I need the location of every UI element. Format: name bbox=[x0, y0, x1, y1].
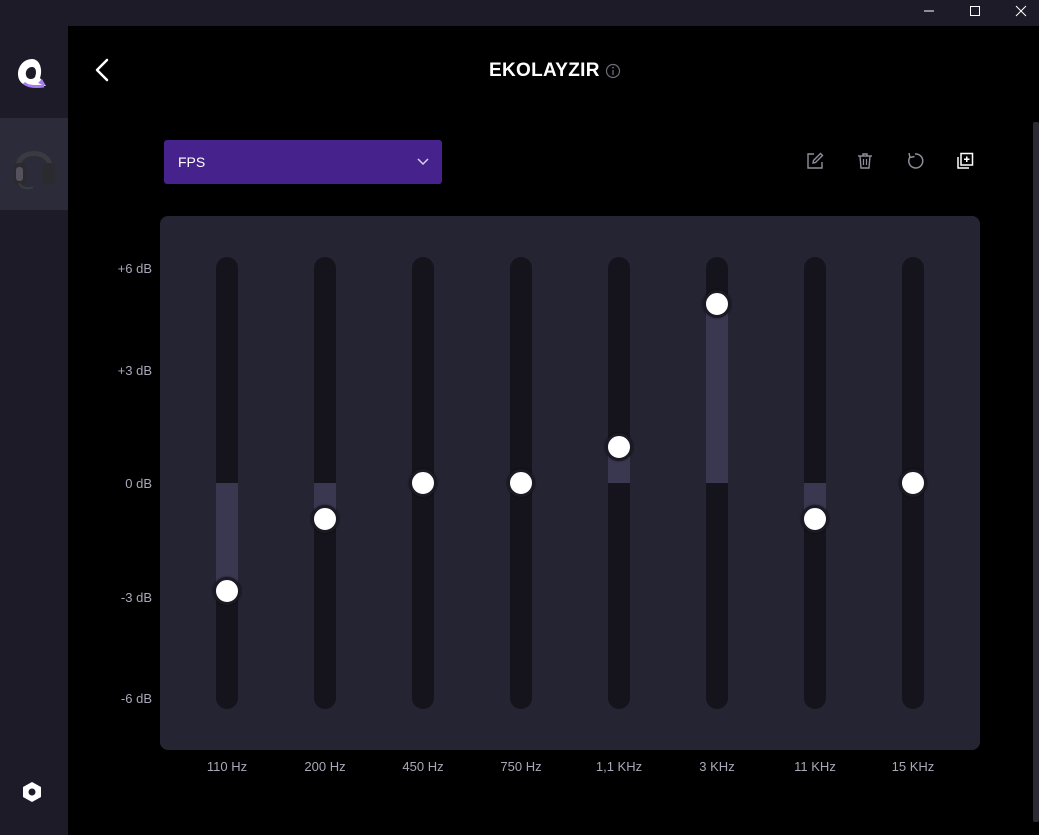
eq-slider-knob[interactable] bbox=[801, 504, 829, 533]
db-label-minus6: -6 dB bbox=[120, 691, 152, 706]
eq-slider-knob[interactable] bbox=[703, 289, 731, 318]
sidebar-device-headset[interactable] bbox=[0, 118, 68, 210]
chevron-down-icon bbox=[417, 158, 429, 166]
hexagon-settings-icon bbox=[23, 782, 41, 802]
eq-slider-knob[interactable] bbox=[409, 469, 437, 497]
db-label-minus3: -3 dB bbox=[120, 590, 152, 605]
minimize-icon bbox=[924, 10, 934, 12]
close-icon bbox=[1015, 5, 1027, 17]
back-button[interactable] bbox=[90, 56, 116, 84]
db-label-plus6: +6 dB bbox=[117, 261, 152, 276]
eq-frequency-label: 750 Hz bbox=[500, 759, 542, 774]
page-title: EKOLAYZIR bbox=[489, 60, 600, 81]
reset-icon bbox=[908, 152, 924, 169]
preset-selected-value: FPS bbox=[178, 154, 206, 170]
eq-frequency-label: 110 Hz bbox=[206, 759, 248, 774]
info-icon[interactable] bbox=[605, 63, 621, 79]
trash-icon bbox=[858, 153, 872, 169]
eq-slider-knob[interactable] bbox=[605, 433, 633, 462]
eq-slider-track[interactable] bbox=[608, 257, 630, 709]
eq-frequency-label: 3 KHz bbox=[699, 759, 735, 774]
preset-dropdown[interactable]: FPS bbox=[164, 140, 442, 184]
eq-slider-knob[interactable] bbox=[899, 469, 927, 497]
equalizer-panel bbox=[160, 216, 980, 750]
eq-frequency-label: 1,1 KHz bbox=[595, 759, 643, 774]
eq-frequency-label: 15 KHz bbox=[891, 759, 935, 774]
headset-icon bbox=[13, 151, 55, 190]
eq-slider-fill bbox=[706, 303, 728, 483]
sidebar bbox=[0, 26, 68, 835]
reset-preset-button[interactable] bbox=[905, 151, 925, 171]
eq-slider-knob[interactable] bbox=[213, 576, 241, 605]
db-label-zero: 0 dB bbox=[125, 476, 152, 491]
eq-slider-fill bbox=[216, 483, 238, 591]
minimize-button[interactable] bbox=[906, 0, 952, 22]
edit-preset-button[interactable] bbox=[805, 151, 825, 171]
eq-slider-knob[interactable] bbox=[311, 504, 339, 533]
scrollbar[interactable] bbox=[1033, 122, 1039, 822]
eq-frequency-label: 11 KHz bbox=[794, 759, 836, 774]
copy-preset-button[interactable] bbox=[955, 151, 975, 171]
title-bar bbox=[0, 0, 1039, 26]
copy-add-icon bbox=[957, 152, 974, 169]
eq-slider-knob[interactable] bbox=[507, 469, 535, 497]
chevron-left-icon bbox=[95, 58, 109, 82]
close-button[interactable] bbox=[998, 0, 1039, 22]
maximize-icon bbox=[970, 6, 980, 16]
eq-frequency-label: 200 Hz bbox=[304, 759, 346, 774]
settings-button[interactable] bbox=[20, 780, 44, 804]
maximize-button[interactable] bbox=[952, 0, 998, 22]
db-label-plus3: +3 dB bbox=[117, 363, 152, 378]
delete-preset-button[interactable] bbox=[855, 151, 875, 171]
edit-icon bbox=[807, 152, 824, 169]
app-logo bbox=[14, 56, 50, 90]
eq-frequency-label: 450 Hz bbox=[402, 759, 444, 774]
